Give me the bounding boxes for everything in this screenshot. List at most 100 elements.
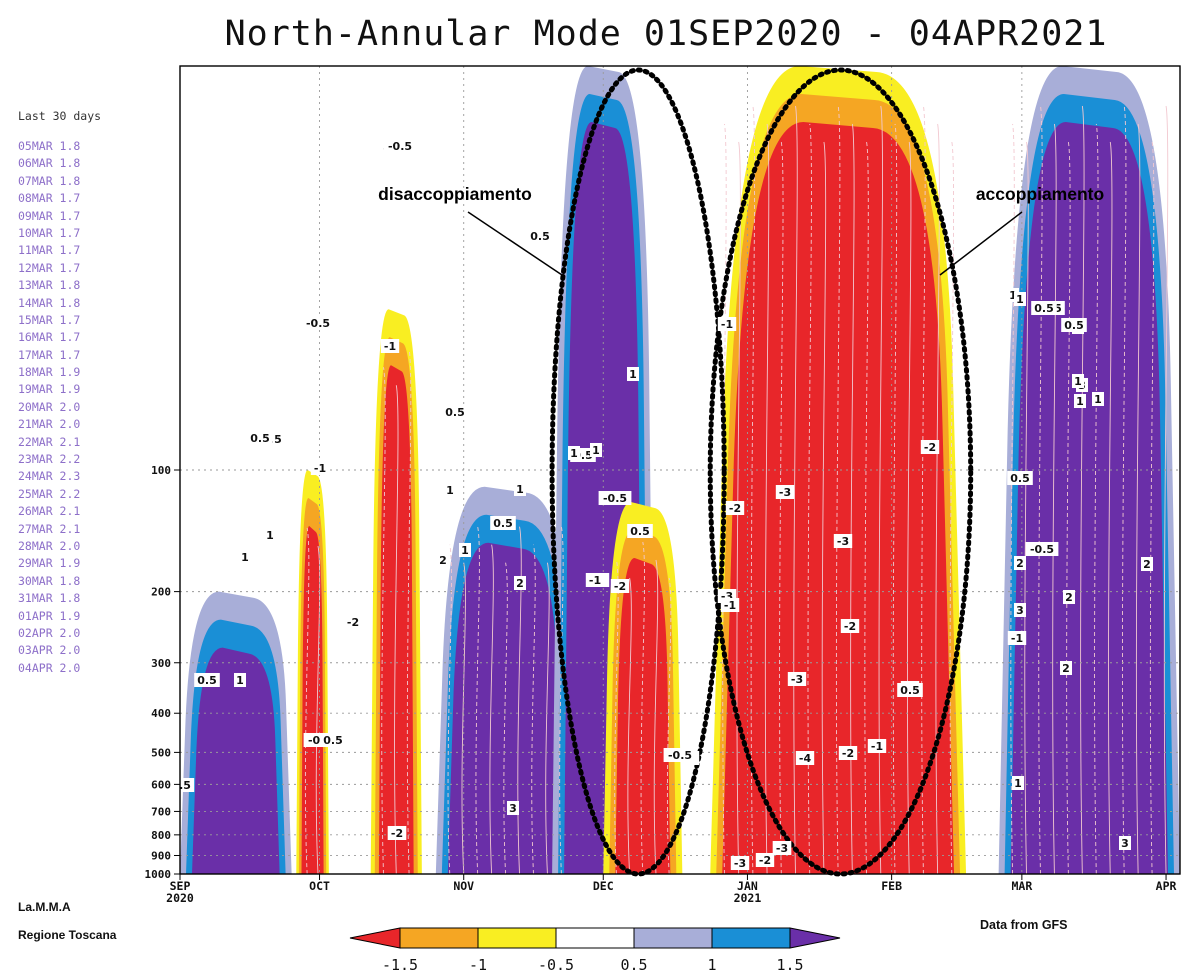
y-tick-label: 100 (151, 464, 171, 477)
contour-label-bg (627, 367, 639, 381)
contour-label: -2 (838, 746, 858, 760)
contour-line (503, 562, 508, 874)
x-tick-label: MAR (1011, 879, 1032, 893)
contour-label: 1 (514, 482, 526, 496)
contour-line (935, 123, 940, 874)
contour-label-bg (897, 683, 923, 697)
contour-label-text: -2 (844, 620, 856, 633)
contour-label-bg (442, 405, 468, 419)
contour-label-text: 2 (1065, 591, 1073, 604)
y-tick-label: 500 (151, 746, 171, 759)
contour-label-bg (598, 491, 632, 505)
contour-line (627, 577, 632, 874)
y-tick-label: 600 (151, 778, 171, 791)
contour-label-text: -0.5 (668, 749, 692, 762)
contour-label-text: -0.5 (603, 492, 627, 505)
contour-label: 0.5 (527, 229, 553, 243)
contour-label-bg (514, 482, 526, 496)
nam-band-layer (378, 365, 414, 874)
contour-label-bg (610, 579, 630, 593)
last-30-days-row: 31MAR 1.8 (18, 591, 81, 606)
contour-label-bg (1007, 631, 1027, 645)
contour-line (1108, 141, 1113, 874)
contour-label: 1 (444, 483, 456, 497)
contour-label-bg (239, 550, 251, 564)
nam-band (998, 66, 1180, 874)
contour-label-bg (787, 672, 807, 686)
contour-label: -2 (610, 579, 630, 593)
colorbar-segment (633, 927, 713, 949)
contour-label-text: 1 (461, 544, 469, 557)
contour-line (394, 385, 399, 874)
contour-label: -1 (380, 339, 400, 353)
contour-line (489, 544, 494, 874)
y-tick-label: 800 (151, 829, 171, 842)
contour-label-bg (1060, 661, 1072, 675)
contour-label: 0.5 (490, 516, 516, 530)
colorbar-segment (399, 927, 479, 949)
contour-line (475, 526, 480, 874)
contour-label: -1 (310, 461, 330, 475)
contour-label: -2 (343, 615, 363, 629)
contour-line (907, 141, 912, 874)
contour-label-text: 1 (570, 447, 578, 460)
colorbar-label: -1 (468, 956, 488, 974)
contour-label: -2 (755, 853, 775, 867)
contour-line (614, 559, 619, 874)
contour-line (821, 141, 827, 874)
contour-label-text: -1 (724, 599, 736, 612)
annotation-pointer (467, 211, 563, 276)
contour-label: 1 (459, 543, 471, 557)
nam-band-layer (1010, 122, 1168, 874)
contour-label-text: -2 (842, 747, 854, 760)
contour-label-text: -3 (779, 486, 791, 499)
last-30-days-panel: Last 30 days 05MAR 1.8 06MAR 1.8 07MAR 1.8… (18, 106, 158, 677)
contour-line (517, 526, 522, 874)
contour-label-text: 3 (1016, 604, 1024, 617)
contour-label: -0.5 (1025, 542, 1059, 556)
last-30-days-row: 06MAR 1.8 (18, 156, 81, 171)
contour-label-bg (1014, 603, 1026, 617)
contour-label-text: -1 (721, 318, 733, 331)
annotation-disaccoppiamento: disaccoppiamento (378, 184, 532, 204)
x-tick-label: OCT (309, 879, 330, 893)
credit-lamma: La.M.M.A (18, 900, 71, 914)
last-30-days-row: 15MAR 1.7 (18, 312, 81, 327)
contour-label-bg (459, 543, 471, 557)
contour-label-bg (838, 746, 858, 760)
last-30-days-row: 02APR 2.0 (18, 625, 81, 640)
contour-label-bg (1014, 556, 1026, 570)
x-tick-label: 2020 (166, 891, 194, 905)
contour-label: -1 (1007, 631, 1027, 645)
contour-label-text: -1 (589, 574, 601, 587)
contour-label-text: -2 (729, 502, 741, 515)
contour-label-bg (1119, 836, 1131, 850)
last-30-days-row: 18MAR 1.9 (18, 365, 81, 380)
contour-label-text: 1 (1014, 777, 1022, 790)
last-30-days-row: 21MAR 2.0 (18, 417, 81, 432)
contour-label-text: 1 (266, 529, 274, 542)
contour-line (1163, 105, 1169, 874)
contour-label-text: 0.5 (250, 432, 270, 445)
contour-label: 1 (234, 673, 246, 687)
last-30-days-row: 11MAR 1.7 (18, 243, 81, 258)
contour-line (764, 123, 770, 874)
colorbar-label: 0.5 (620, 956, 648, 974)
contour-label-text: -1 (314, 462, 326, 475)
contour-label-bg (1007, 471, 1033, 485)
contour-label-bg (490, 516, 516, 530)
y-tick-label: 400 (151, 707, 171, 720)
last-30-days-row: 24MAR 2.3 (18, 469, 81, 484)
contour-label-bg (1063, 590, 1075, 604)
contour-label: 2 (437, 553, 449, 567)
last-30-days-row: 16MAR 1.7 (18, 330, 81, 345)
contour-label: 0.5 (1061, 318, 1087, 332)
contour-label: 1 (1092, 392, 1104, 406)
contour-label-text: 1 (446, 484, 454, 497)
contour-label-text: 0.5 (1010, 472, 1030, 485)
contour-label-bg (387, 826, 407, 840)
contour-label: 0.5 (1007, 471, 1033, 485)
nam-band-layer (301, 526, 324, 874)
contour-label-text: 1 (1009, 289, 1017, 302)
contour-label-text: 0.5 (445, 406, 465, 419)
